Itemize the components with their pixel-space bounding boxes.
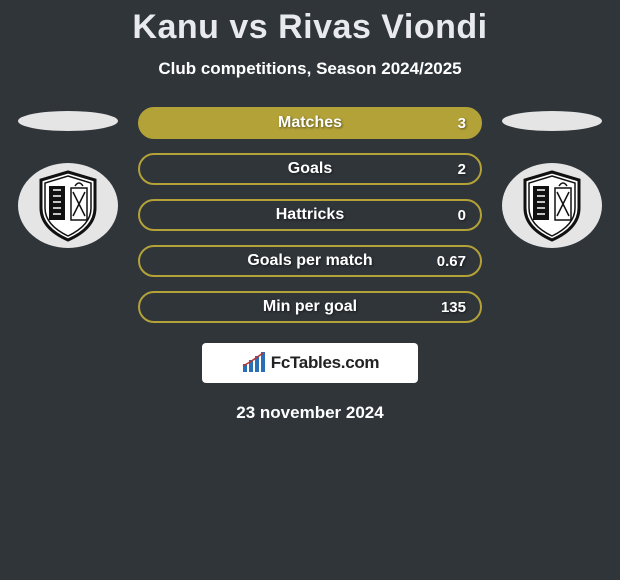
stat-label: Hattricks	[276, 206, 344, 224]
stat-bar-matches: Matches 3	[138, 107, 482, 139]
stat-value: 3	[458, 115, 466, 132]
stat-label: Goals per match	[247, 252, 372, 270]
player-left-column	[18, 111, 118, 248]
player-left-crest	[18, 163, 118, 248]
shield-icon	[521, 170, 583, 242]
stat-label: Goals	[288, 160, 332, 178]
stat-bar-min-per-goal: Min per goal 135	[138, 291, 482, 323]
stats-column: Matches 3 Goals 2 Hattricks 0 Goals per …	[138, 107, 482, 323]
comparison-row: Matches 3 Goals 2 Hattricks 0 Goals per …	[0, 111, 620, 323]
source-logo-text: FcTables.com	[271, 353, 380, 373]
stat-value: 2	[458, 161, 466, 178]
stat-value: 0	[458, 207, 466, 224]
source-logo[interactable]: FcTables.com	[202, 343, 418, 383]
stat-bar-goals-per-match: Goals per match 0.67	[138, 245, 482, 277]
player-right-avatar	[502, 111, 602, 131]
stat-label: Matches	[278, 114, 342, 132]
snapshot-date: 23 november 2024	[0, 403, 620, 423]
player-left-avatar	[18, 111, 118, 131]
page-title: Kanu vs Rivas Viondi	[0, 0, 620, 47]
stat-bar-hattricks: Hattricks 0	[138, 199, 482, 231]
bar-chart-icon	[241, 352, 267, 374]
player-right-crest	[502, 163, 602, 248]
stat-label: Min per goal	[263, 298, 357, 316]
stat-bar-goals: Goals 2	[138, 153, 482, 185]
stat-value: 0.67	[437, 253, 466, 270]
stat-value: 135	[441, 299, 466, 316]
player-right-column	[502, 111, 602, 248]
season-subtitle: Club competitions, Season 2024/2025	[0, 59, 620, 79]
shield-icon	[37, 170, 99, 242]
